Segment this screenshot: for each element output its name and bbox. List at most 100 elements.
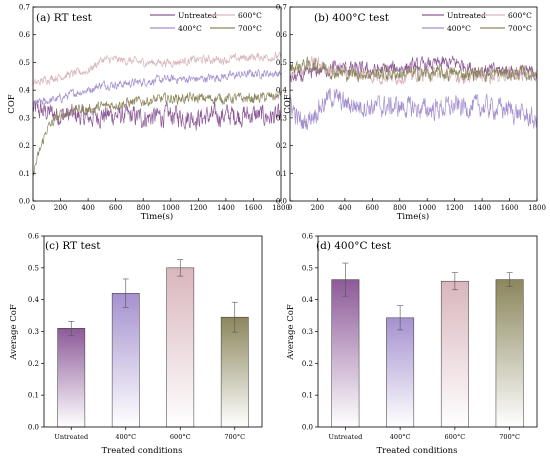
panel-d-ytick-label: 0.3 (302, 328, 313, 336)
panel-d-errorbar-700-c (506, 272, 513, 287)
panel-d-ytick-label: 0.5 (302, 264, 313, 272)
panel-c-ytick-label: 0.4 (28, 296, 40, 304)
panel-a-xtick-label: 200 (54, 204, 67, 212)
panel-b-xtick-label: 200 (311, 204, 324, 212)
panel-c-errorbar-400-c (122, 278, 129, 308)
panel-d-400c-average-cof-bars: (d) 400°C test Average CoF Treated condi… (286, 233, 538, 456)
panel-d-errorbar-untreated (342, 262, 349, 297)
panel-b-xtick-label: 800 (393, 204, 406, 212)
panel-d-bar-700-c (495, 279, 524, 428)
panel-b-ytick-label: 0.5 (276, 59, 287, 67)
panel-b-title: (b) 400°C test (314, 12, 390, 24)
panel-d-xtick-label: 700°C (499, 433, 520, 441)
panel-b-xtick-label: 1000 (418, 204, 436, 212)
panel-a-ytick-label: 0.7 (19, 4, 30, 12)
legend-b-400-label: 400°C (447, 24, 471, 33)
panel-c-ytick-label: 0.5 (28, 264, 39, 272)
panel-a-series-600-c (32, 51, 282, 86)
panel-c-rt-average-cof-bars: (c) RT test Average CoF Treated conditio… (9, 233, 263, 456)
panel-b-ytick-label: 0.4 (276, 87, 288, 95)
panel-b-series-700-c (289, 56, 538, 83)
panel-a-xtick-label: 800 (137, 204, 150, 212)
panel-b-xtick-label: 400 (338, 204, 351, 212)
panel-d-bar-600-c (440, 280, 469, 428)
panel-a-ytick-label: 0.6 (19, 31, 31, 39)
panel-c-ytick-label: 0.3 (28, 328, 39, 336)
panel-d-bar-400-c (386, 317, 415, 428)
panel-d-errorbar-400-c (397, 305, 404, 331)
panel-b-ytick-label: 0.3 (276, 114, 287, 122)
panel-d-ytick-label: 0.1 (302, 392, 313, 400)
panel-c-xtick-label: 700°C (224, 433, 245, 441)
panel-c-bar-untreated (57, 328, 86, 428)
panel-d-xtick-label: Untreated (329, 433, 363, 441)
panel-c-ytick-label: 0.0 (28, 424, 39, 432)
legend-a-untreated-label: Untreated (178, 11, 217, 20)
panel-a-ytick-label: 0.2 (19, 142, 30, 150)
panel-b-ylabel: COF (283, 94, 293, 113)
panel-a-series-untreated (32, 100, 282, 131)
panel-c-xlabel: Treated conditions (101, 446, 182, 456)
panel-c-errorbar-600-c (177, 259, 184, 277)
panel-c-bar-700-c (220, 316, 249, 428)
panel-b-series-400-c (289, 87, 538, 131)
panel-a-ytick-label: 0.3 (19, 114, 30, 122)
panel-b-xlabel: Time(s) (397, 211, 429, 222)
panel-c-errorbar-untreated (68, 321, 75, 336)
panel-a-ytick-label: 0.0 (19, 198, 30, 206)
panel-a-xtick-label: 1400 (217, 204, 235, 212)
panel-a-title: (a) RT test (36, 12, 93, 24)
panel-c-xtick-label: 400°C (115, 433, 136, 441)
panel-d-ytick-label: 0.6 (302, 233, 314, 241)
panel-b-xtick-label: 1600 (501, 204, 519, 212)
legend-b-600-label: 600°C (508, 11, 532, 20)
panel-a-rt-cof-vs-time: (a) RT test COF Time(s) Untreated 600°C … (7, 4, 290, 223)
panel-b-legend: Untreated 600°C 400°C 700°C (422, 11, 532, 33)
panel-d-ytick-label: 0.0 (302, 424, 313, 432)
panel-a-xtick-label: 1200 (189, 204, 207, 212)
panel-c-bar-400-c (111, 293, 140, 428)
panel-d-ytick-label: 0.2 (302, 360, 313, 368)
panel-b-xtick-label: 600 (366, 204, 379, 212)
panel-d-xlabel: Treated conditions (376, 446, 457, 456)
panel-d-title: (d) 400°C test (316, 240, 392, 252)
panel-a-series-700-c (32, 90, 282, 176)
panel-d-bar-untreated (331, 279, 360, 428)
panel-c-ytick-label: 0.1 (28, 392, 39, 400)
panel-d-ytick-label: 0.4 (302, 296, 314, 304)
panel-c-ytick-label: 0.6 (28, 233, 40, 241)
panel-c-errorbar-700-c (231, 301, 238, 333)
panel-a-ytick-label: 0.4 (19, 87, 31, 95)
panel-c-title: (c) RT test (45, 240, 101, 252)
panel-a-series-400-c (32, 69, 282, 106)
panel-a-xtick-label: 600 (109, 204, 122, 212)
panel-d-ylabel: Average CoF (286, 304, 296, 361)
panel-b-plot-frame (289, 6, 538, 202)
panel-b-xtick-label: 1200 (446, 204, 464, 212)
panel-b-xtick-label: 0 (288, 204, 292, 212)
panel-a-ylabel: COF (7, 94, 17, 113)
panel-d-xtick-label: 600°C (445, 433, 466, 441)
legend-b-700-label: 700°C (508, 24, 532, 33)
panel-a-xtick-label: 0 (31, 204, 35, 212)
panel-a-xtick-label: 400 (81, 204, 94, 212)
panel-c-ylabel: Average CoF (9, 304, 19, 361)
panel-d-errorbar-600-c (451, 272, 458, 291)
legend-a-600-label: 600°C (238, 11, 262, 20)
panel-b-ytick-label: 0.7 (276, 4, 287, 12)
panel-b-xtick-label: 1400 (473, 204, 491, 212)
panel-b-xtick-label: 1800 (528, 204, 546, 212)
panel-a-plot-frame (32, 6, 282, 202)
legend-a-700-label: 700°C (238, 24, 262, 33)
panel-a-xlabel: Time(s) (141, 211, 173, 222)
legend-b-untreated-label: Untreated (447, 11, 486, 20)
panel-b-ytick-label: 0.0 (276, 198, 287, 206)
panel-a-xtick-label: 1000 (162, 204, 180, 212)
panel-c-xtick-label: Untreated (54, 433, 88, 441)
panel-a-xtick-label: 1600 (245, 204, 263, 212)
panel-b-ytick-label: 0.1 (276, 170, 287, 178)
panel-b-ytick-label: 0.2 (276, 142, 287, 150)
panel-c-ytick-label: 0.2 (28, 360, 39, 368)
panel-c-bar-600-c (166, 267, 195, 428)
